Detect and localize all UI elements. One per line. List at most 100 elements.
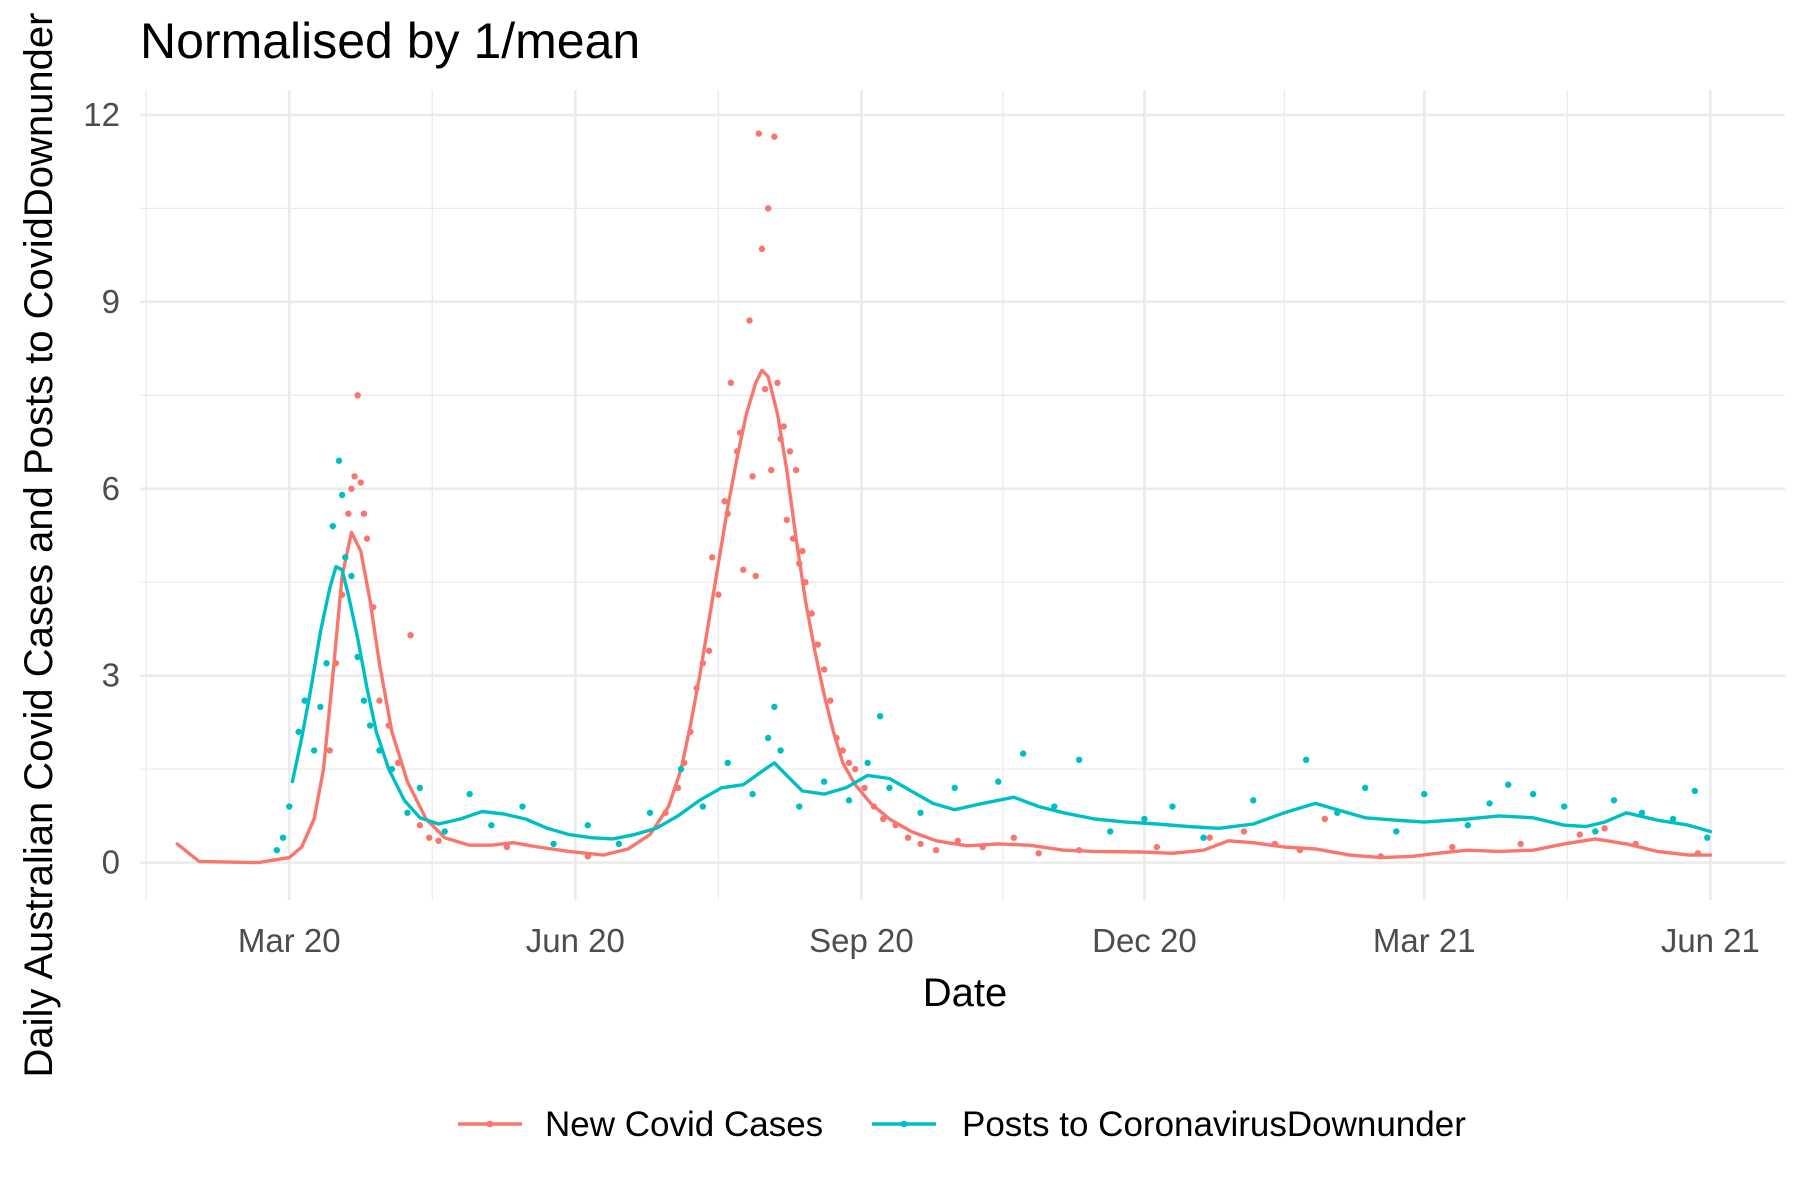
data-point bbox=[792, 466, 800, 474]
data-point bbox=[416, 784, 424, 792]
data-point bbox=[1169, 803, 1176, 810]
data-point bbox=[886, 784, 893, 792]
data-point bbox=[1051, 803, 1058, 810]
data-point bbox=[345, 510, 352, 517]
legend-key-point bbox=[486, 1120, 494, 1128]
data-point bbox=[771, 133, 778, 140]
data-point bbox=[317, 703, 324, 711]
data-point bbox=[1250, 797, 1257, 804]
data-point bbox=[279, 834, 287, 841]
data-point bbox=[416, 822, 424, 829]
data-point bbox=[1019, 750, 1027, 757]
data-point bbox=[951, 784, 958, 792]
data-point bbox=[724, 759, 731, 767]
series-0 bbox=[175, 130, 1713, 865]
data-point bbox=[786, 448, 794, 455]
data-point bbox=[584, 822, 591, 829]
legend-key-point bbox=[900, 1120, 908, 1128]
grid-minor bbox=[140, 90, 1785, 900]
x-tick-label: Jun 20 bbox=[526, 922, 625, 959]
data-point bbox=[1486, 800, 1493, 807]
data-point bbox=[777, 747, 784, 754]
data-point bbox=[845, 759, 853, 767]
data-point bbox=[550, 840, 557, 848]
data-point bbox=[376, 697, 383, 704]
data-point bbox=[755, 130, 763, 137]
data-point bbox=[360, 510, 368, 517]
data-point bbox=[273, 846, 281, 854]
data-point bbox=[1517, 840, 1524, 848]
legend-label: New Covid Cases bbox=[545, 1105, 823, 1144]
data-point bbox=[876, 712, 884, 720]
data-point bbox=[708, 554, 716, 561]
data-point bbox=[1302, 756, 1310, 764]
x-tick-label: Mar 20 bbox=[238, 922, 341, 959]
data-point bbox=[1361, 784, 1369, 792]
data-point bbox=[677, 765, 685, 773]
data-point bbox=[1669, 815, 1677, 823]
series-line bbox=[175, 368, 1713, 865]
data-point bbox=[808, 610, 815, 617]
data-point bbox=[917, 809, 924, 816]
data-point bbox=[1592, 828, 1599, 835]
data-point bbox=[852, 765, 859, 773]
data-point bbox=[715, 591, 722, 598]
data-point bbox=[820, 666, 828, 673]
data-point bbox=[827, 697, 834, 704]
data-point bbox=[407, 631, 414, 639]
data-point bbox=[363, 535, 371, 542]
data-point bbox=[351, 473, 358, 480]
data-point bbox=[342, 554, 349, 561]
y-axis-ticks: 0 3 6 9 12 bbox=[83, 96, 120, 881]
data-point bbox=[799, 547, 806, 555]
data-point bbox=[774, 379, 781, 387]
data-point bbox=[904, 834, 912, 841]
series-1 bbox=[273, 457, 1713, 854]
legend: New Covid Cases Posts to CoronavirusDownu… bbox=[458, 1105, 1466, 1144]
data-point bbox=[295, 728, 302, 735]
data-point bbox=[764, 734, 772, 742]
x-tick-label: Sep 20 bbox=[809, 922, 914, 959]
data-point bbox=[1529, 790, 1537, 798]
y-tick-label: 6 bbox=[102, 470, 120, 507]
data-point bbox=[771, 703, 778, 711]
x-tick-label: Dec 20 bbox=[1092, 922, 1197, 959]
data-point bbox=[366, 722, 374, 729]
data-point bbox=[845, 797, 853, 804]
data-point bbox=[354, 392, 361, 399]
series-layer bbox=[175, 130, 1713, 865]
y-tick-label: 12 bbox=[83, 96, 120, 133]
data-point bbox=[357, 479, 364, 486]
data-point bbox=[1153, 843, 1161, 851]
data-point bbox=[615, 840, 623, 848]
data-point bbox=[1505, 781, 1512, 788]
data-point bbox=[740, 566, 747, 573]
data-point bbox=[749, 473, 756, 480]
data-point bbox=[699, 803, 707, 810]
data-point bbox=[1704, 834, 1711, 841]
data-point bbox=[1010, 834, 1018, 841]
data-point bbox=[1449, 843, 1456, 851]
x-axis-title: Date bbox=[923, 971, 1008, 1015]
data-point bbox=[338, 491, 346, 499]
data-point bbox=[488, 822, 495, 829]
data-point bbox=[1240, 828, 1248, 835]
data-point bbox=[864, 759, 871, 767]
data-point bbox=[1576, 831, 1583, 838]
y-tick-label: 3 bbox=[102, 657, 120, 694]
data-point bbox=[727, 379, 735, 387]
x-axis-ticks: Mar 20 Jun 20 Sep 20 Dec 20 Mar 21 Jun 21 bbox=[238, 922, 1760, 959]
data-point bbox=[1107, 828, 1114, 835]
data-point bbox=[335, 457, 343, 464]
data-point bbox=[721, 498, 728, 505]
data-point bbox=[310, 747, 318, 754]
data-point bbox=[1421, 790, 1428, 798]
data-point bbox=[796, 803, 803, 810]
data-point bbox=[814, 641, 822, 648]
data-point bbox=[861, 784, 868, 792]
data-point bbox=[466, 790, 473, 798]
data-point bbox=[1035, 850, 1042, 857]
data-point bbox=[1075, 756, 1083, 764]
data-point bbox=[519, 803, 526, 810]
